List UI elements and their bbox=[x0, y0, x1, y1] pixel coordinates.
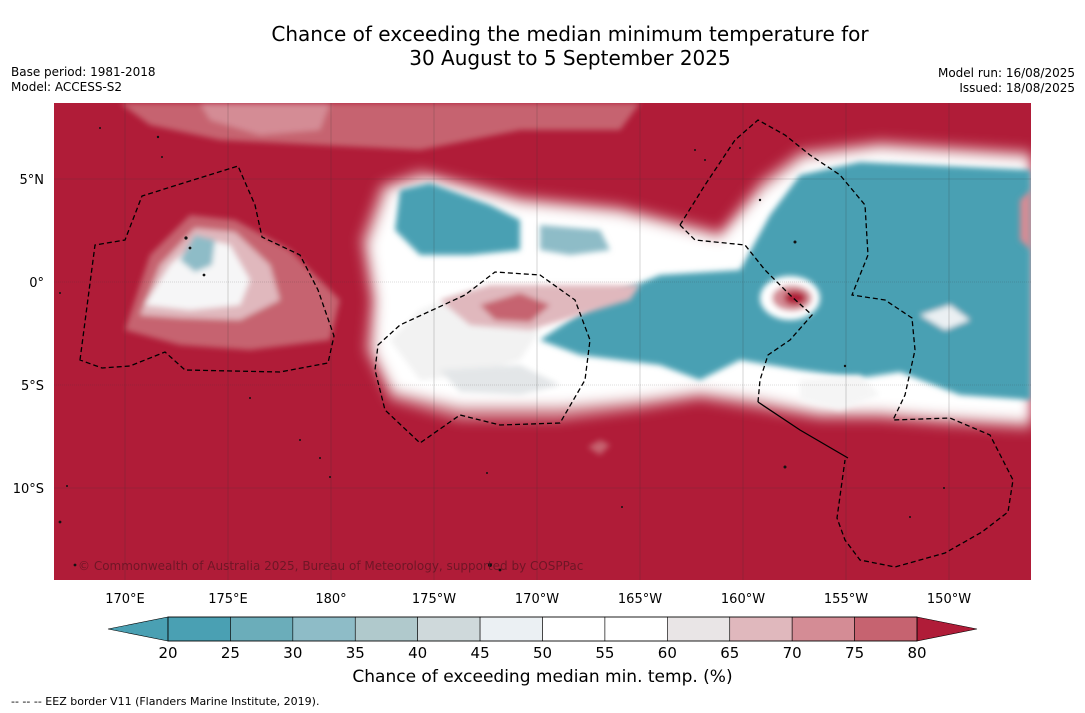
colorbar-segments bbox=[167, 616, 918, 642]
meta-left: Base period: 1981-2018 Model: ACCESS-S2 bbox=[11, 65, 156, 95]
colorbar-segment bbox=[230, 616, 294, 642]
colorbar-segment bbox=[292, 616, 356, 642]
lon-label: 160°W bbox=[721, 592, 765, 607]
colorbar-tick-label: 80 bbox=[907, 644, 926, 662]
issued-date: Issued: 18/08/2025 bbox=[959, 81, 1075, 95]
colorbar-segment bbox=[417, 616, 481, 642]
lon-label: 170°E bbox=[105, 592, 145, 607]
colorbar-tick-label: 20 bbox=[158, 644, 177, 662]
island-specks bbox=[58, 127, 945, 572]
colorbar-tick-label: 40 bbox=[408, 644, 427, 662]
title-line-1: Chance of exceeding the median minimum t… bbox=[271, 22, 869, 46]
colorbar-segment bbox=[791, 616, 855, 642]
colorbar-segment bbox=[854, 616, 918, 642]
colorbar-segment bbox=[479, 616, 543, 642]
colorbar-title: Chance of exceeding median min. temp. (%… bbox=[352, 667, 733, 687]
colorbar-tick-label: 65 bbox=[720, 644, 739, 662]
colorbar-segment bbox=[167, 616, 231, 642]
eez-footnote: -- -- -- EEZ border V11 (Flanders Marine… bbox=[11, 695, 320, 708]
copyright-notice: © Commonwealth of Australia 2025, Bureau… bbox=[78, 559, 583, 573]
longitude-labels: 170°E 175°E 180° 175°W 170°W 165°W 160°W… bbox=[105, 592, 971, 607]
colorbar-tick-label: 45 bbox=[471, 644, 490, 662]
meta-right: Model run: 16/08/2025 Issued: 18/08/2025 bbox=[938, 66, 1075, 96]
lon-label: 180° bbox=[315, 592, 346, 607]
lon-label: 170°W bbox=[515, 592, 559, 607]
colorbar-tick-label: 60 bbox=[658, 644, 677, 662]
lon-label: 175°E bbox=[208, 592, 248, 607]
latitude-labels: 5°N 0° 5°S 10°S bbox=[13, 173, 44, 497]
model-name: Model: ACCESS-S2 bbox=[11, 80, 123, 94]
colorbar-segment bbox=[667, 616, 731, 642]
colorbar-tick-label: 30 bbox=[283, 644, 302, 662]
eez-borders bbox=[79, 119, 1014, 568]
colorbar-over-arrow bbox=[916, 616, 978, 642]
lat-label: 0° bbox=[29, 276, 44, 291]
colorbar-tick-label: 75 bbox=[845, 644, 864, 662]
title-line-2: 30 August to 5 September 2025 bbox=[409, 46, 731, 70]
lon-label: 175°W bbox=[412, 592, 456, 607]
lon-label: 155°W bbox=[824, 592, 868, 607]
colorbar-segment bbox=[604, 616, 668, 642]
colorbar-under-arrow bbox=[107, 616, 169, 642]
colorbar-tick-labels: 20 25 30 35 40 45 50 55 60 65 70 75 80 bbox=[158, 644, 926, 662]
colorbar: 20 25 30 35 40 45 50 55 60 65 70 75 80 bbox=[107, 616, 978, 662]
map-field: © Commonwealth of Australia 2025, Bureau… bbox=[54, 103, 1031, 580]
eez-solid-segment bbox=[757, 401, 849, 459]
lat-label: 10°S bbox=[13, 482, 44, 497]
model-run: Model run: 16/08/2025 bbox=[937, 66, 1075, 80]
west-anomaly bbox=[125, 215, 340, 350]
colorbar-tick-label: 25 bbox=[221, 644, 240, 662]
lat-label: 5°S bbox=[21, 379, 44, 394]
base-period: Base period: 1981-2018 bbox=[11, 65, 156, 79]
colorbar-frame bbox=[167, 616, 918, 642]
red-interior-spots bbox=[440, 190, 1031, 455]
colorbar-tick-label: 70 bbox=[783, 644, 802, 662]
colorbar-segment bbox=[729, 616, 793, 642]
colorbar-tick-label: 35 bbox=[346, 644, 365, 662]
lat-label: 5°N bbox=[20, 173, 45, 188]
colorbar-tick-label: 55 bbox=[595, 644, 614, 662]
lon-label: 165°W bbox=[618, 592, 662, 607]
colorbar-segment bbox=[354, 616, 418, 642]
map-title: Chance of exceeding the median minimum t… bbox=[0, 22, 1085, 70]
colorbar-tick-label: 50 bbox=[533, 644, 552, 662]
colorbar-segment bbox=[542, 616, 606, 642]
top-light-patches bbox=[120, 103, 640, 150]
lon-label: 150°W bbox=[927, 592, 971, 607]
